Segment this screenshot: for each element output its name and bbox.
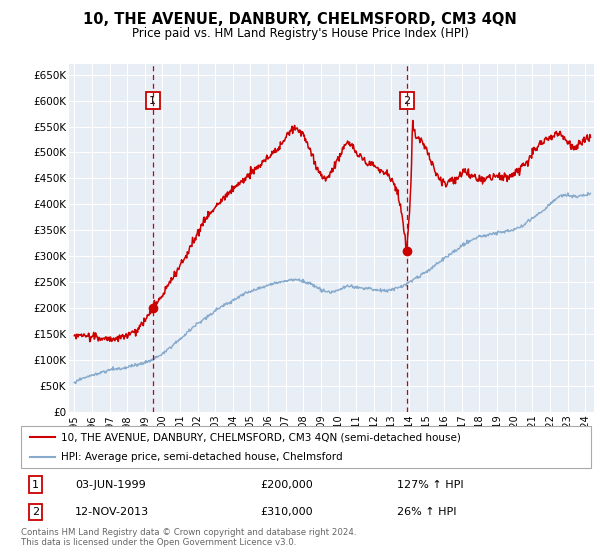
Text: 1: 1 [32, 479, 39, 489]
Text: HPI: Average price, semi-detached house, Chelmsford: HPI: Average price, semi-detached house,… [61, 452, 343, 462]
Text: 1: 1 [149, 96, 156, 106]
Text: Price paid vs. HM Land Registry's House Price Index (HPI): Price paid vs. HM Land Registry's House … [131, 27, 469, 40]
Text: £200,000: £200,000 [260, 479, 313, 489]
FancyBboxPatch shape [21, 426, 591, 468]
Text: 10, THE AVENUE, DANBURY, CHELMSFORD, CM3 4QN (semi-detached house): 10, THE AVENUE, DANBURY, CHELMSFORD, CM3… [61, 432, 461, 442]
Text: 2: 2 [32, 507, 39, 517]
Text: 2: 2 [403, 96, 410, 106]
Text: 127% ↑ HPI: 127% ↑ HPI [397, 479, 464, 489]
Text: 10, THE AVENUE, DANBURY, CHELMSFORD, CM3 4QN: 10, THE AVENUE, DANBURY, CHELMSFORD, CM3… [83, 12, 517, 27]
Text: 03-JUN-1999: 03-JUN-1999 [75, 479, 146, 489]
Text: £310,000: £310,000 [260, 507, 313, 517]
Text: 12-NOV-2013: 12-NOV-2013 [75, 507, 149, 517]
Text: 26% ↑ HPI: 26% ↑ HPI [397, 507, 457, 517]
Text: Contains HM Land Registry data © Crown copyright and database right 2024.
This d: Contains HM Land Registry data © Crown c… [21, 528, 356, 547]
